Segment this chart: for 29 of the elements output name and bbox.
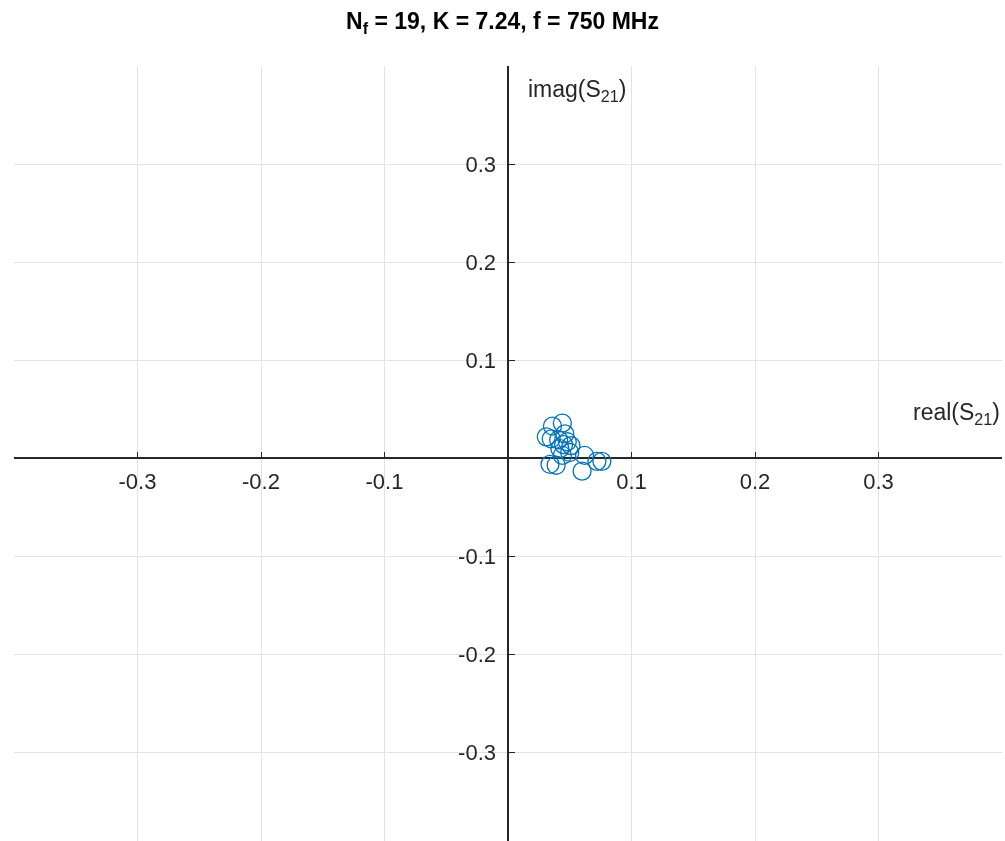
x-axis-title: real(S$_{21}$) (913, 399, 1000, 428)
point (542, 416, 563, 436)
x-tick-label: 0.3 (863, 469, 894, 495)
point (555, 424, 575, 444)
y-tick-label: -0.1 (458, 544, 496, 570)
chart-title: N$_{f}$ = 19, K = 7.24, f = 750 MHz (346, 7, 659, 37)
point (572, 461, 592, 481)
y-tick-label: -0.3 (458, 740, 496, 766)
x-tick-label: -0.2 (242, 469, 280, 495)
y-tick-label: 0.1 (465, 348, 496, 373)
x-tick-label: 0.2 (739, 469, 771, 495)
point (541, 429, 561, 449)
point (560, 442, 580, 463)
point (552, 445, 572, 466)
point (549, 430, 569, 450)
x-tick-label: 0.1 (616, 469, 647, 495)
y-axis-title: imag(S$_{21}$) (528, 76, 627, 105)
point (592, 451, 612, 471)
y-tick-label: 0.3 (465, 151, 496, 177)
point (587, 451, 607, 471)
point (552, 413, 572, 433)
point (540, 454, 560, 474)
x-tick-label: -0.3 (118, 469, 157, 495)
point (574, 445, 595, 466)
point (536, 427, 556, 447)
y-tick-label: 0.2 (465, 249, 496, 275)
point (546, 455, 566, 475)
x-tick-label: -0.1 (365, 469, 404, 495)
y-tick-label: -0.2 (458, 642, 496, 668)
